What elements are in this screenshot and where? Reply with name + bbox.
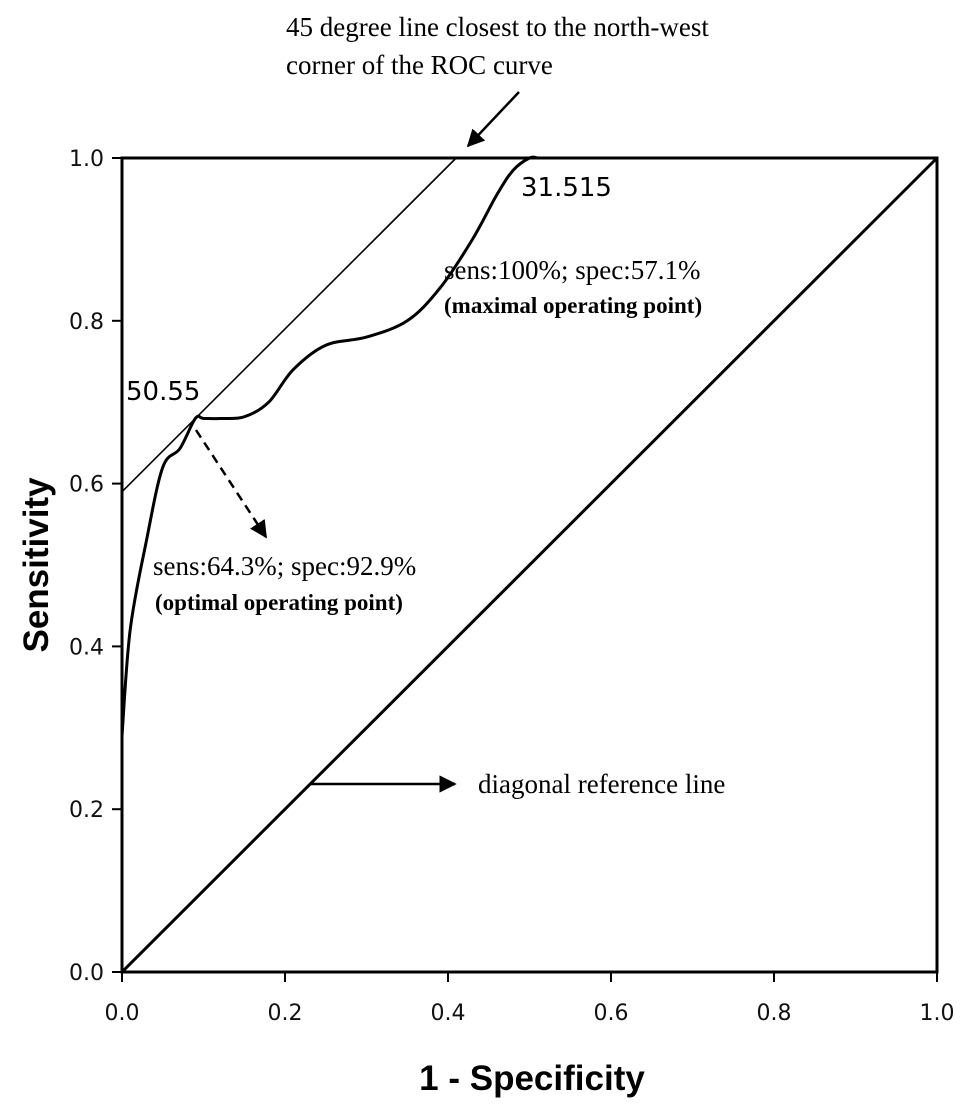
y-axis-title: Sensitivity <box>17 477 56 653</box>
x-tick-label: 0.8 <box>757 1001 792 1026</box>
optimal-point-text: sens:64.3%; spec:92.9% <box>153 551 416 581</box>
maximal-point-note: (maximal operating point) <box>444 293 702 318</box>
y-tick-label: 1.0 <box>69 147 104 172</box>
y-tick-label: 0.0 <box>69 961 104 986</box>
tangent-pointer-arrow <box>466 91 520 148</box>
optimal-point-note: (optimal operating point) <box>155 590 403 615</box>
x-tick-label: 1.0 <box>920 1001 955 1026</box>
y-axis-ticks: 0.0 0.2 0.4 0.6 0.8 1.0 <box>69 147 122 986</box>
diagonal-label: diagonal reference line <box>478 769 725 799</box>
y-tick-label: 0.2 <box>69 798 104 823</box>
x-axis-title: 1 - Specificity <box>419 1059 645 1098</box>
tangent-line-title-line2: corner of the ROC curve <box>286 50 553 80</box>
roc-curve-line <box>120 155 538 737</box>
x-tick-label: 0.6 <box>594 1001 629 1026</box>
x-tick-label: 0.2 <box>268 1001 303 1026</box>
optimal-point-dashed-arrow <box>194 429 268 539</box>
tangent-45-degree-line <box>121 157 457 493</box>
y-tick-label: 0.6 <box>69 473 104 498</box>
maximal-point-label: 31.515 <box>521 173 612 203</box>
x-axis-ticks: 0.0 0.2 0.4 0.6 0.8 1.0 <box>105 972 955 1026</box>
x-tick-label: 0.0 <box>105 1001 140 1026</box>
y-tick-label: 0.4 <box>69 635 104 660</box>
y-tick-label: 0.8 <box>69 310 104 335</box>
diagonal-reference-line <box>120 156 939 974</box>
maximal-point-text: sens:100%; spec:57.1% <box>444 255 700 285</box>
optimal-point-label: 50.55 <box>126 377 200 407</box>
tangent-line-title-line1: 45 degree line closest to the north-west <box>286 12 709 42</box>
x-tick-label: 0.4 <box>431 1001 466 1026</box>
